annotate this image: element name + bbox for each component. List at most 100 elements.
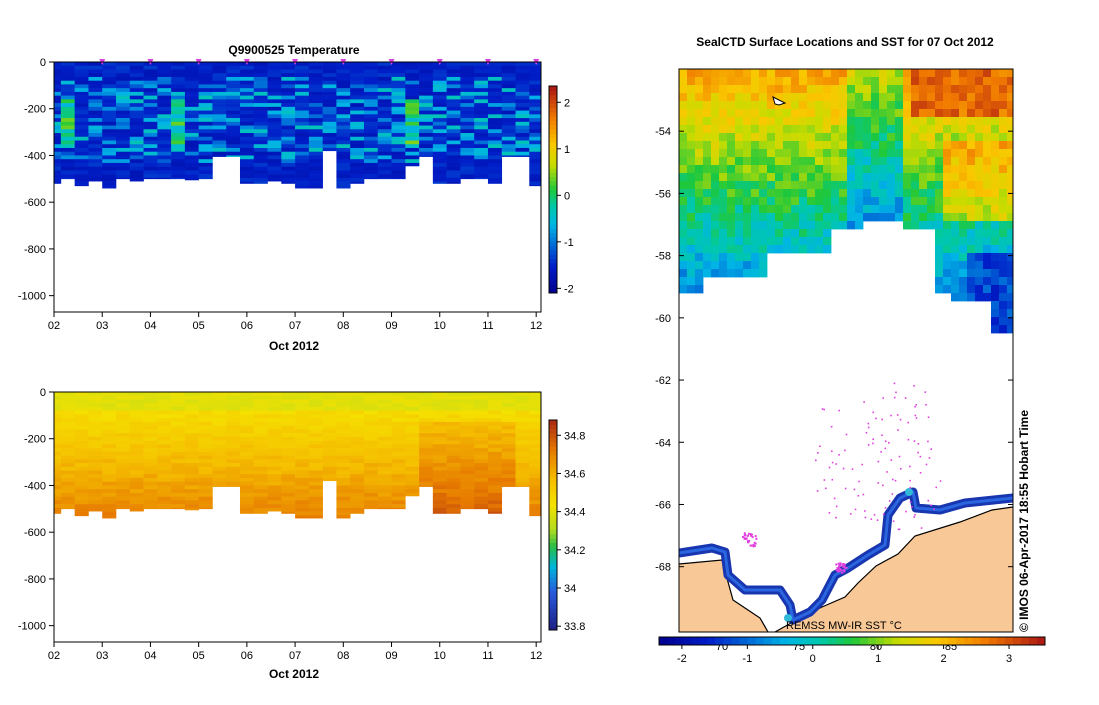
salinity-cell — [377, 433, 392, 438]
temperature-cell — [295, 125, 310, 130]
colorbar-tick-label: 3 — [1006, 653, 1012, 665]
temperature-cell — [74, 69, 89, 74]
temperature-cell — [295, 181, 310, 186]
temperature-cell — [363, 73, 379, 78]
sst-cell — [791, 229, 800, 238]
salinity-cell — [54, 448, 62, 453]
temperature-cell — [377, 118, 392, 123]
salinity-cell — [281, 511, 296, 514]
sst-cell — [983, 109, 992, 118]
temperature-cell — [74, 162, 89, 167]
sst-cell — [935, 277, 944, 286]
sst-cell — [887, 157, 896, 166]
colorbar-segment — [549, 129, 557, 134]
colorbar-segment — [779, 637, 789, 645]
salinity-cell — [363, 496, 379, 501]
salinity-cell — [198, 463, 213, 468]
temperature-cell — [267, 118, 282, 123]
salinity-cell — [267, 481, 282, 486]
temperature-cell — [377, 151, 392, 156]
colorbar-segment — [549, 211, 557, 216]
temperature-cell — [377, 136, 392, 141]
salinity-cell — [474, 470, 489, 475]
sst-cell — [695, 237, 704, 246]
salinity-cell — [60, 436, 75, 441]
salinity-cell — [54, 425, 62, 430]
temperature-cell — [322, 129, 337, 134]
sst-cell — [791, 77, 800, 86]
salinity-cell — [405, 455, 420, 460]
sst-cell — [951, 117, 960, 126]
salinity-cell — [487, 477, 503, 483]
sst-cell — [703, 69, 712, 78]
sst-cell — [687, 221, 696, 230]
sst-cell — [711, 133, 720, 142]
salinity-cell — [460, 474, 475, 479]
sea-ice-patch — [905, 488, 913, 496]
salinity-cell — [350, 429, 365, 434]
salinity-cell — [129, 470, 144, 475]
salinity-cell — [157, 433, 172, 438]
salinity-cell — [74, 448, 89, 453]
salinity-cell — [184, 421, 199, 426]
temperature-cell — [363, 144, 379, 149]
salinity-cell — [54, 440, 62, 445]
temperature-cell — [460, 95, 475, 100]
sst-cell — [703, 221, 712, 230]
sst-cell — [847, 165, 856, 174]
temperature-cell — [350, 118, 365, 123]
colorbar-segment — [549, 551, 557, 557]
temperature-cell — [529, 76, 542, 81]
temperature-cell — [487, 84, 503, 89]
temperature-cell — [74, 99, 89, 104]
sst-cell — [991, 197, 1000, 206]
y-tick-label: -400 — [24, 150, 46, 162]
colorbar-segment — [549, 503, 557, 508]
temperature-cell — [171, 88, 186, 93]
temperature-cell — [184, 140, 199, 145]
temperature-cell — [115, 174, 131, 179]
sst-cell — [751, 165, 760, 174]
temperature-cell — [184, 80, 199, 85]
salinity-cell — [336, 474, 351, 479]
sst-cell — [767, 245, 776, 254]
sst-cell — [783, 237, 792, 246]
sst-cell — [791, 221, 800, 230]
temperature-cell — [529, 155, 542, 160]
sst-cell — [967, 237, 976, 246]
salinity-cell — [281, 399, 296, 404]
temperature-cell — [60, 110, 75, 115]
temperature-cell — [515, 114, 530, 119]
temperature-cell — [143, 88, 158, 93]
sst-cell — [735, 157, 744, 166]
salinity-cell — [212, 414, 227, 419]
salinity-cell — [281, 485, 296, 490]
salinity-cell — [267, 492, 282, 497]
temperature-cell — [253, 133, 268, 138]
salinity-cell — [336, 466, 351, 471]
seal-location-dot — [839, 562, 842, 565]
sst-cell — [751, 189, 760, 198]
salinity-cell — [267, 459, 282, 464]
colorbar-segment — [549, 560, 557, 565]
temperature-cell — [487, 106, 503, 111]
sst-cell — [687, 229, 696, 238]
temperature-cell — [102, 133, 117, 138]
sst-cell — [879, 109, 888, 118]
salinity-cell — [226, 418, 241, 423]
salinity-cell — [74, 463, 89, 468]
sst-cell — [711, 229, 720, 238]
salinity-cell — [501, 395, 516, 400]
sst-cell — [799, 189, 808, 198]
sst-cell — [1007, 213, 1013, 222]
salinity-cell — [474, 414, 489, 419]
temperature-cell — [377, 91, 392, 96]
salinity-cell — [405, 440, 420, 445]
temperature-cell — [171, 103, 186, 108]
sst-cell — [783, 173, 792, 182]
salinity-cell — [129, 440, 144, 445]
salinity-cell — [529, 515, 542, 517]
salinity-cell — [515, 485, 530, 487]
sst-cell — [839, 189, 848, 198]
sst-cell — [1007, 141, 1013, 150]
